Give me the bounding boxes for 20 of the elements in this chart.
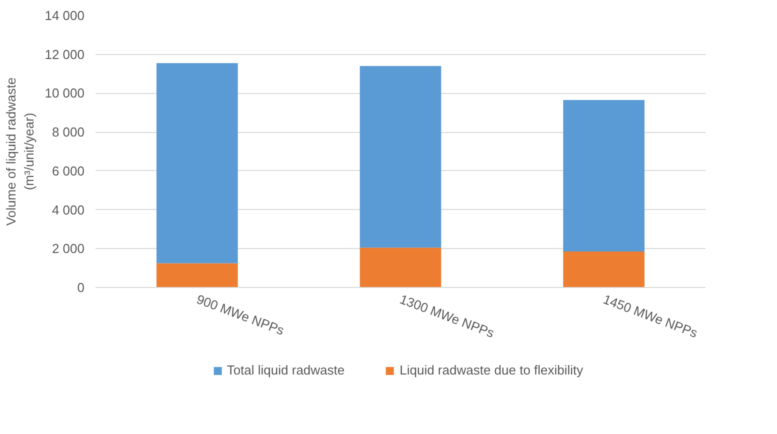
x-tick-label: 900 MWe NPPs (194, 291, 287, 338)
y-tick-label: 14 000 (44, 8, 85, 23)
x-tick-label: 1450 MWe NPPs (601, 291, 700, 341)
x-tick-label: 1300 MWe NPPs (398, 291, 497, 341)
y-axis-title: Volume of liquid radwaste (m³/unit/year) (4, 77, 37, 226)
legend-label: Liquid radwaste due to flexibility (400, 362, 584, 378)
y-tick-label: 4 000 (52, 202, 85, 218)
y-tick-label: 6 000 (52, 163, 85, 178)
bar (360, 66, 442, 248)
bar (563, 100, 644, 252)
y-tick-label: 0 (77, 280, 85, 295)
legend-label: Total liquid radwaste (226, 362, 345, 378)
bar (360, 248, 442, 288)
y-tick-label: 2 000 (52, 241, 85, 256)
bar (563, 252, 644, 288)
y-tick-label: 12 000 (44, 46, 85, 62)
bar (156, 63, 238, 264)
y-tick-label: 10 000 (44, 86, 85, 101)
bar (156, 263, 238, 288)
y-tick-label: 8 000 (52, 124, 85, 140)
